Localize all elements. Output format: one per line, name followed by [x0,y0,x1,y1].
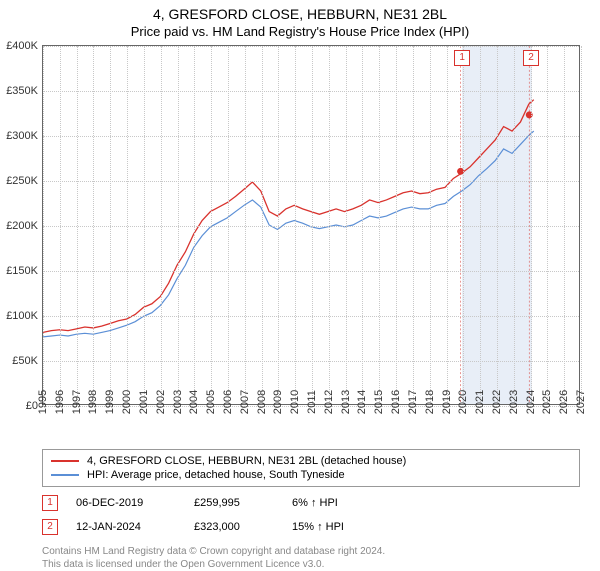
xtick-label: 2027 [569,378,593,408]
ytick-label: £250K [6,175,43,187]
footer-attribution: Contains HM Land Registry data © Crown c… [42,545,580,571]
gridline-v [396,46,397,404]
gridline-v [161,46,162,404]
plot-area: £0£50K£100K£150K£200K£250K£300K£350K£400… [42,45,580,405]
transaction-row: 2 12-JAN-2024 £323,000 15% ↑ HPI [42,515,580,539]
gridline-v [144,46,145,404]
gridline-v [329,46,330,404]
gridline-v [178,46,179,404]
gridline-v [312,46,313,404]
chart-lines [43,46,579,404]
gridline-v [262,46,263,404]
gridline-v [60,46,61,404]
gridline-v [278,46,279,404]
ytick-label: £100K [6,310,43,322]
legend: 4, GRESFORD CLOSE, HEBBURN, NE31 2BL (de… [42,449,580,487]
transaction-table: 1 06-DEC-2019 £259,995 6% ↑ HPI 2 12-JAN-2024… [42,491,580,539]
chart-title: 4, GRESFORD CLOSE, HEBBURN, NE31 2BL [0,0,600,22]
gridline-h [43,316,579,317]
transaction-row: 1 06-DEC-2019 £259,995 6% ↑ HPI [42,491,580,515]
marker-label: 2 [523,50,539,66]
gridline-h [43,181,579,182]
gridline-v [110,46,111,404]
transaction-pct: 6% ↑ HPI [292,497,412,509]
gridline-v [413,46,414,404]
legend-swatch [51,474,79,476]
legend-label: HPI: Average price, detached house, Sout… [87,469,345,481]
chart-container: 4, GRESFORD CLOSE, HEBBURN, NE31 2BL Pri… [0,0,600,560]
series-property [43,100,534,333]
gridline-v [245,46,246,404]
gridline-v [463,46,464,404]
ytick-label: £50K [12,355,43,367]
legend-item: 4, GRESFORD CLOSE, HEBBURN, NE31 2BL (de… [51,454,571,468]
transaction-pct: 15% ↑ HPI [292,521,412,533]
legend-swatch [51,460,79,462]
transaction-marker: 1 [42,495,58,511]
gridline-v [194,46,195,404]
gridline-h [43,361,579,362]
gridline-v [362,46,363,404]
gridline-v [43,46,44,404]
gridline-v [77,46,78,404]
gridline-v [547,46,548,404]
gridline-h [43,91,579,92]
marker-label: 1 [454,50,470,66]
legend-item: HPI: Average price, detached house, Sout… [51,468,571,482]
gridline-v [346,46,347,404]
gridline-v [93,46,94,404]
gridline-h [43,271,579,272]
transaction-marker: 2 [42,519,58,535]
marker-dot [526,111,533,118]
transaction-date: 06-DEC-2019 [76,497,176,509]
gridline-v [295,46,296,404]
gridline-v [480,46,481,404]
transaction-price: £323,000 [194,521,274,533]
ytick-label: £200K [6,220,43,232]
chart-area: £0£50K£100K£150K£200K£250K£300K£350K£400… [42,45,580,405]
ytick-label: £150K [6,265,43,277]
gridline-v [127,46,128,404]
transaction-price: £259,995 [194,497,274,509]
transaction-date: 12-JAN-2024 [76,521,176,533]
gridline-h [43,226,579,227]
gridline-v [228,46,229,404]
gridline-v [514,46,515,404]
series-hpi [43,131,534,337]
ytick-label: £350K [6,85,43,97]
gridline-v [581,46,582,404]
gridline-v [430,46,431,404]
legend-label: 4, GRESFORD CLOSE, HEBBURN, NE31 2BL (de… [87,455,406,467]
gridline-v [564,46,565,404]
gridline-h [43,136,579,137]
gridline-v [379,46,380,404]
gridline-h [43,46,579,47]
gridline-v [531,46,532,404]
chart-subtitle: Price paid vs. HM Land Registry's House … [0,22,600,45]
gridline-v [497,46,498,404]
ytick-label: £300K [6,130,43,142]
footer-line: Contains HM Land Registry data © Crown c… [42,545,580,558]
gridline-v [211,46,212,404]
ytick-label: £400K [6,40,43,52]
gridline-v [447,46,448,404]
